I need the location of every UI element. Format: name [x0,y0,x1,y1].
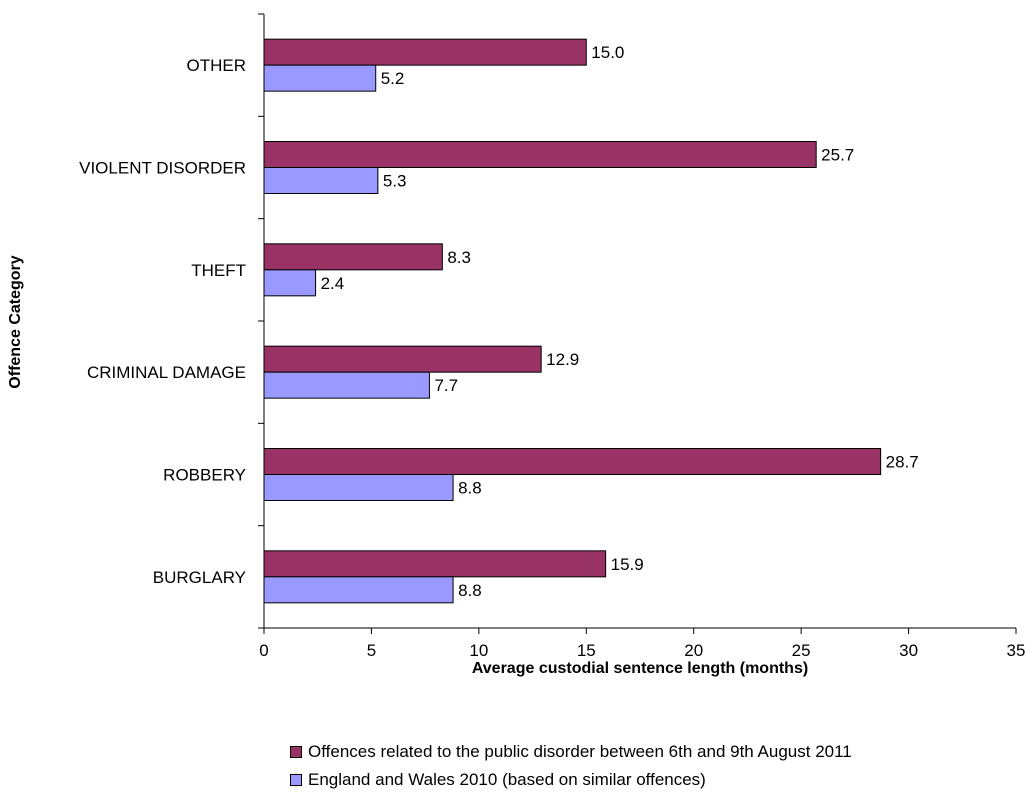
bar-series-1-robbery [263,448,882,475]
data-label-series-1-violent-disorder: 25.7 [821,146,854,165]
data-label-series-2-robbery: 8.8 [458,479,482,498]
legend: Offences related to the public disorder … [290,738,852,794]
x-axis-title: Average custodial sentence length (month… [472,660,808,677]
data-label-series-1-burglary: 15.9 [611,555,644,574]
bar-series-1-violent-disorder [263,141,817,168]
data-label-series-2-theft: 2.4 [321,274,345,293]
legend-label-series-1: Offences related to the public disorder … [308,742,852,761]
bar-series-1-theft [263,243,443,271]
data-label-series-2-violent-disorder: 5.3 [383,172,407,191]
legend-item-series-1: Offences related to the public disorder … [290,738,852,766]
legend-item-series-2: England and Wales 2010 (based on similar… [290,766,852,794]
axes-layer: OTHER VIOLENT DISORDER THEFT CRIMINAL DAMAG… [79,13,1026,660]
x-tick-label-35: 35 [1007,641,1026,660]
x-tick-label-10: 10 [469,641,488,660]
data-label-series-2-burglary: 8.8 [458,581,482,600]
chart-svg: 15.0 5.2 25.7 5.3 8.3 2.4 12.9 7.7 28.7 8.8 15.9 8.… [7,13,1026,677]
x-tick-label-5: 5 [367,641,376,660]
legend-label-series-2: England and Wales 2010 (based on similar… [308,770,706,789]
category-label-theft: THEFT [191,261,246,280]
category-label-other: OTHER [187,56,247,75]
x-tick-label-30: 30 [899,641,918,660]
category-label-criminal-damage: CRIMINAL DAMAGE [87,363,246,382]
legend-swatch-series-1 [290,746,302,758]
bar-series-1-criminal-damage [263,345,542,373]
bar-series-2-burglary [263,576,454,604]
x-tick-label-15: 15 [577,641,596,660]
legend-swatch-series-2 [290,774,302,786]
x-tick-label-0: 0 [259,641,268,660]
bar-series-2-theft [263,269,317,297]
bar-series-1-burglary [263,550,607,578]
category-label-robbery: ROBBERY [163,466,246,485]
bar-series-2-other [263,64,377,92]
x-tick-label-25: 25 [792,641,811,660]
y-axis-title: Offence Category [7,255,24,388]
bar-series-2-robbery [263,474,454,501]
category-label-violent-disorder: VIOLENT DISORDER [79,159,246,178]
data-label-series-2-criminal-damage: 7.7 [434,376,458,395]
data-label-series-1-other: 15.0 [591,43,624,62]
bars-layer: 15.0 5.2 25.7 5.3 8.3 2.4 12.9 7.7 28.7 8.8 15.9 8.… [263,38,919,604]
data-label-series-1-criminal-damage: 12.9 [546,350,579,369]
category-label-burglary: BURGLARY [153,568,246,587]
x-tick-label-20: 20 [684,641,703,660]
bar-series-2-criminal-damage [263,371,430,399]
data-label-series-1-theft: 8.3 [447,248,471,267]
bar-series-2-violent-disorder [263,167,379,194]
bar-series-1-other [263,38,587,66]
data-label-series-2-other: 5.2 [381,69,405,88]
data-label-series-1-robbery: 28.7 [886,453,919,472]
